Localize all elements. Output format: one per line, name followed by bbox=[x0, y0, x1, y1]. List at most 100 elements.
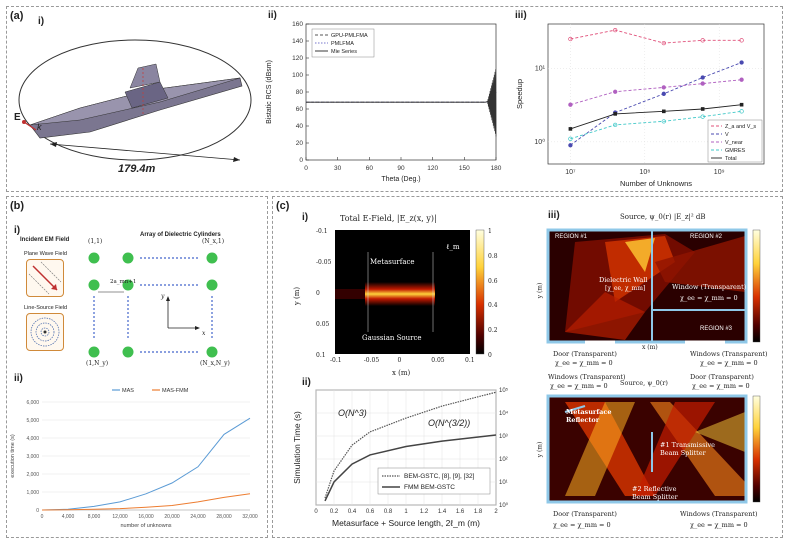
plane-wave-icon bbox=[28, 261, 62, 295]
y-tick-label: 60 bbox=[296, 106, 304, 113]
x-tick-label: 0 bbox=[41, 514, 44, 520]
b-windows-bottom-label: Windows (Transparent) bbox=[680, 510, 758, 518]
beam-band bbox=[365, 282, 435, 306]
dielectric-wall-label: Dielectric Wall bbox=[599, 276, 648, 284]
window-label: Window (Transparent) bbox=[672, 283, 747, 291]
room-wall-outer-bottom bbox=[546, 394, 748, 504]
mas-chart: 0 1,000 2,000 3,000 4,000 5,000 6,000 0 4,000 8,0… bbox=[10, 388, 258, 529]
door1-label: Door (Transparent) bbox=[553, 350, 617, 358]
array-y-label: y bbox=[161, 293, 165, 300]
x-tick-label: 32,000 bbox=[242, 514, 258, 520]
legend-label: V bbox=[725, 132, 729, 138]
panel-b-ii-label: ii) bbox=[14, 373, 23, 384]
x-tick-label: 16,000 bbox=[138, 514, 154, 520]
reflective-label: #2 Reflective Beam Splitter bbox=[632, 485, 678, 501]
corner-label-bl: (1,N_y) bbox=[86, 360, 109, 367]
legend-label: MAS bbox=[122, 388, 134, 394]
room-top-title: Source, ψ_0(r) |E_z|² dB bbox=[620, 213, 706, 221]
y-tick-label: 10⁰ bbox=[534, 138, 545, 146]
y-tick-label: 3,000 bbox=[26, 454, 39, 460]
corner-label-br: (N_x,N_y) bbox=[200, 360, 230, 367]
x-tick-label: 1.8 bbox=[474, 509, 483, 515]
series-marker bbox=[739, 109, 744, 114]
y-tick-label: 10¹ bbox=[499, 480, 508, 486]
y-axis-label: Speedup bbox=[515, 79, 524, 109]
b-chi-right: χ_ee = χ_mm = 0 bbox=[692, 382, 750, 390]
rcs-chart: 0 30 60 90 120 150 180 0 20 40 60 80 100 120 140 160 The… bbox=[266, 21, 502, 183]
legend-label: Total bbox=[725, 156, 737, 162]
y-tick-label: 120 bbox=[292, 55, 303, 62]
y-tick-label: 0 bbox=[299, 157, 303, 164]
x-tick-label: 10⁹ bbox=[714, 169, 725, 176]
b-door-bottom-label: Door (Transparent) bbox=[553, 510, 617, 518]
series-marker bbox=[568, 36, 573, 42]
ship-superstructure bbox=[124, 81, 169, 109]
panel-c-ii-label: ii) bbox=[302, 377, 311, 388]
cylinder bbox=[206, 279, 218, 291]
gaussian-source-label: Gaussian Source bbox=[362, 334, 422, 342]
panel-a bbox=[6, 6, 783, 192]
efield-y-tick-label: 0.05 bbox=[316, 321, 330, 328]
panel-a-iii-label: iii) bbox=[515, 10, 527, 21]
x-tick-label: 1.2 bbox=[420, 509, 429, 515]
incident-field-title: Incident EM Field bbox=[20, 237, 70, 243]
series-marker bbox=[661, 40, 666, 46]
y-axis-label: execution time (s) bbox=[10, 434, 16, 478]
bounding-ellipse bbox=[18, 39, 252, 161]
series-marker bbox=[700, 81, 705, 86]
x-tick-label: 2 bbox=[494, 509, 498, 515]
efield-heatmap bbox=[335, 229, 485, 355]
ship-figure bbox=[18, 39, 252, 162]
series-marker bbox=[613, 112, 617, 116]
series-marker bbox=[568, 127, 573, 131]
legend-label: Mie Series bbox=[331, 49, 357, 55]
legend-label: GPU-PMLFMA bbox=[331, 33, 368, 39]
colorbar-tick-label: 0 bbox=[488, 352, 492, 359]
legend-label: GMRES bbox=[725, 148, 746, 154]
series-marker bbox=[568, 143, 573, 148]
y-tick-label: 160 bbox=[292, 21, 303, 28]
annotation-n3: O(N^3) bbox=[338, 408, 367, 418]
legend-label: V_near bbox=[725, 140, 743, 146]
speedup-chart: 10⁷ 10⁸ 10⁹ 10⁰ 10¹ Number of Unknowns Speedup… bbox=[515, 23, 765, 188]
y-tick-label: 4,000 bbox=[26, 436, 39, 442]
series-marker bbox=[739, 60, 744, 65]
legend-label: Z_a and V_s bbox=[725, 124, 756, 130]
y-axis-label: Simulation Time (s) bbox=[292, 411, 302, 484]
colorbar-tick-label: 0.8 bbox=[488, 252, 498, 260]
panel-c-label: (c) bbox=[276, 200, 290, 212]
dielectric-wall-sub: [χ_ee, χ_mm] bbox=[605, 285, 646, 292]
y-tick-label: 100 bbox=[292, 72, 303, 79]
efield-x-tick-label: -0.05 bbox=[363, 357, 380, 364]
region1-label: REGION #1 bbox=[555, 234, 588, 240]
series-marker bbox=[700, 114, 705, 119]
y-tick-label: 20 bbox=[296, 140, 304, 147]
x-tick-label: 150 bbox=[459, 165, 470, 172]
series-marker bbox=[661, 109, 666, 114]
panel-b-label: (b) bbox=[10, 200, 25, 212]
windows1-sub: χ_ee = χ_mm = 0 bbox=[700, 359, 758, 367]
ship-tower bbox=[129, 63, 161, 89]
room-field-top bbox=[546, 228, 761, 344]
series-marker bbox=[700, 38, 705, 43]
corner-label-tr: (N_x,1) bbox=[202, 238, 225, 245]
x-tick-label: 28,000 bbox=[216, 514, 232, 520]
panel-a-label: (a) bbox=[10, 10, 24, 22]
room-colorbar-bottom bbox=[752, 395, 761, 503]
series-marker bbox=[568, 102, 573, 107]
legend-label: PMLFMA bbox=[331, 41, 354, 47]
cylinder bbox=[88, 279, 100, 291]
panel-c-i-label: i) bbox=[302, 212, 309, 223]
x-tick-label: 0 bbox=[304, 165, 308, 172]
series-marker bbox=[661, 119, 666, 124]
y-tick-label: 10⁴ bbox=[499, 410, 509, 417]
annotation-n32: O(N^(3/2)) bbox=[428, 418, 470, 428]
colorbar bbox=[475, 229, 485, 355]
y-axis-label: Bistatic RCS (dBsm) bbox=[266, 60, 273, 124]
y-tick-label: 1,000 bbox=[26, 490, 39, 496]
series-marker bbox=[700, 107, 705, 111]
length-arrow bbox=[49, 143, 241, 161]
region3-label: REGION #3 bbox=[700, 326, 733, 332]
door1-sub: χ_ee = χ_mm = 0 bbox=[555, 359, 613, 367]
